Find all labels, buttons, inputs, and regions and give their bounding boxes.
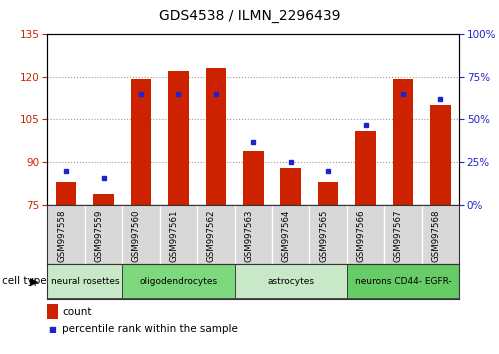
Text: astrocytes: astrocytes <box>267 277 314 286</box>
Text: neurons CD44- EGFR-: neurons CD44- EGFR- <box>355 277 451 286</box>
Text: GDS4538 / ILMN_2296439: GDS4538 / ILMN_2296439 <box>159 9 340 23</box>
Text: oligodendrocytes: oligodendrocytes <box>139 277 218 286</box>
Text: ■: ■ <box>48 325 56 334</box>
FancyBboxPatch shape <box>47 264 122 298</box>
Bar <box>168 71 189 205</box>
FancyBboxPatch shape <box>235 264 347 298</box>
FancyBboxPatch shape <box>347 264 459 298</box>
Bar <box>355 131 376 205</box>
Bar <box>93 194 114 205</box>
Text: GSM997558: GSM997558 <box>57 210 66 263</box>
Text: cell type: cell type <box>2 276 47 286</box>
Text: GSM997567: GSM997567 <box>394 210 403 263</box>
Text: GSM997559: GSM997559 <box>94 210 104 262</box>
FancyBboxPatch shape <box>122 264 235 298</box>
Text: GSM997561: GSM997561 <box>169 210 178 263</box>
Text: GSM997562: GSM997562 <box>207 210 216 263</box>
Text: percentile rank within the sample: percentile rank within the sample <box>62 324 238 334</box>
Text: count: count <box>62 307 92 316</box>
Text: neural rosettes: neural rosettes <box>50 277 119 286</box>
Bar <box>280 168 301 205</box>
Text: ▶: ▶ <box>29 276 38 286</box>
Bar <box>206 68 226 205</box>
Bar <box>393 79 413 205</box>
Text: GSM997560: GSM997560 <box>132 210 141 263</box>
Bar <box>56 182 76 205</box>
Text: GSM997563: GSM997563 <box>244 210 253 263</box>
Bar <box>430 105 451 205</box>
Bar <box>318 182 338 205</box>
Text: GSM997568: GSM997568 <box>431 210 440 263</box>
Text: GSM997565: GSM997565 <box>319 210 328 263</box>
Bar <box>131 79 151 205</box>
Bar <box>243 151 263 205</box>
Text: GSM997564: GSM997564 <box>281 210 290 263</box>
Text: GSM997566: GSM997566 <box>356 210 365 263</box>
